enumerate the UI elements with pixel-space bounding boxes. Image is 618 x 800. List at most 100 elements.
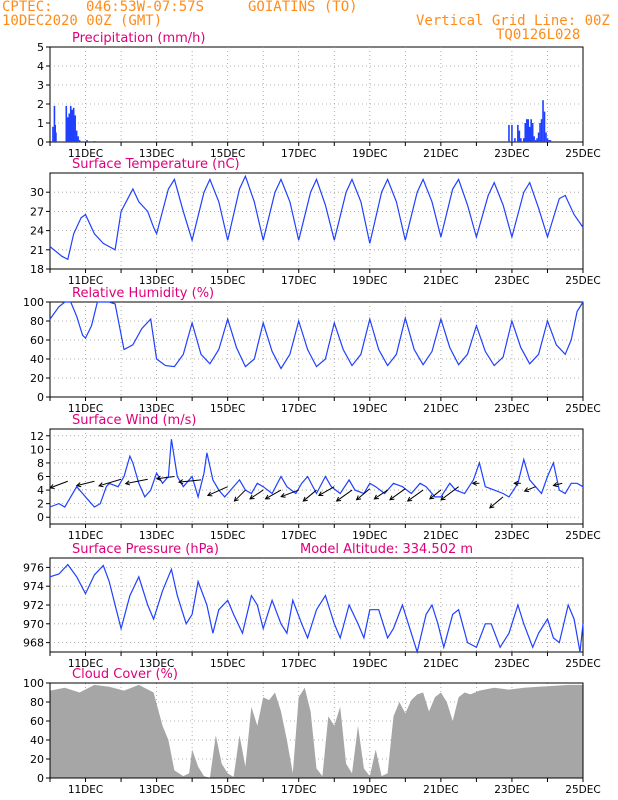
x-tick-label: 23DEC xyxy=(494,275,529,287)
precip-bar xyxy=(522,138,525,142)
y-tick-label: 0 xyxy=(37,391,44,404)
y-tick-label: 10 xyxy=(30,443,44,456)
y-tick-label: 976 xyxy=(23,561,44,574)
y-tick-label: 3 xyxy=(37,79,44,92)
wind-arrow xyxy=(302,489,317,502)
precip-bar xyxy=(508,124,510,142)
x-tick-label: 25DEC xyxy=(565,530,600,542)
panel-title: Cloud Cover (%) xyxy=(72,667,178,682)
x-tick-label: 25DEC xyxy=(565,658,600,670)
y-tick-label: 30 xyxy=(30,186,44,199)
precip-bar xyxy=(543,111,546,142)
x-tick-label: 17DEC xyxy=(281,275,316,287)
series-line xyxy=(49,439,584,508)
precip-bar xyxy=(69,105,72,142)
precip-bar xyxy=(527,119,530,142)
y-tick-label: 18 xyxy=(30,263,44,276)
wind-arrow xyxy=(125,478,148,485)
x-tick-label: 25DEC xyxy=(565,403,600,415)
header: CPTEC: 046:53W-07:57S GOIATINS (TO) 10DE… xyxy=(0,0,618,46)
x-tick-label: 23DEC xyxy=(494,784,529,796)
series-line xyxy=(49,174,584,261)
wind-arrow-head xyxy=(355,495,362,501)
x-tick-label: 11DEC xyxy=(68,658,103,670)
x-tick-label: 21DEC xyxy=(423,148,458,160)
y-tick-label: 0 xyxy=(37,511,44,524)
precip-bar xyxy=(525,119,528,142)
precip-bar xyxy=(71,109,74,142)
x-tick-label: 15DEC xyxy=(210,148,245,160)
wind-arrow xyxy=(429,489,442,500)
wind-arrow-head xyxy=(429,494,435,500)
y-tick-label: 0 xyxy=(37,136,44,149)
grid-note-label: Vertical Grid Line: 00Z xyxy=(416,13,610,29)
precip-bar xyxy=(78,140,81,142)
x-tick-label: 19DEC xyxy=(352,530,387,542)
wind-arrow-head xyxy=(317,491,324,496)
precip-bar xyxy=(86,140,88,142)
wind-arrow-head xyxy=(98,482,104,488)
wind-arrow-head xyxy=(177,479,184,485)
panel-title: Relative Humidity (%) xyxy=(72,286,214,301)
x-tick-label: 23DEC xyxy=(494,148,529,160)
x-tick-label: 15DEC xyxy=(210,403,245,415)
precip-bar xyxy=(65,105,68,142)
y-tick-label: 20 xyxy=(30,372,44,385)
wind-arrow-head xyxy=(49,484,55,489)
y-tick-label: 968 xyxy=(23,637,44,650)
x-tick-label: 21DEC xyxy=(423,275,458,287)
wind-arrow-head xyxy=(249,494,255,500)
precip-bar xyxy=(539,123,541,142)
wind-arrow xyxy=(489,496,504,509)
x-tick-label: 15DEC xyxy=(210,784,245,796)
x-tick-label: 17DEC xyxy=(281,530,316,542)
precip-bar xyxy=(511,124,513,142)
precip-bar xyxy=(528,126,531,142)
wind-arrow-head xyxy=(373,494,379,500)
y-tick-label: 100 xyxy=(23,677,44,690)
wind-arrow-head xyxy=(155,475,162,481)
wind-arrow-head xyxy=(302,496,308,502)
model-code-label: TQ0126L028 xyxy=(496,27,581,43)
plot-frame xyxy=(49,428,584,525)
x-tick-label: 25DEC xyxy=(565,784,600,796)
panel-title: Surface Temperature (nC) xyxy=(72,157,240,172)
precip-bar xyxy=(530,119,532,142)
x-tick-label: 21DEC xyxy=(423,530,458,542)
wind-arrow xyxy=(265,489,282,500)
precip-bar xyxy=(546,138,549,142)
precip-bar xyxy=(540,119,543,142)
precip-bar xyxy=(537,132,540,142)
y-tick-label: 1 xyxy=(37,117,44,130)
precip-bar xyxy=(542,100,544,142)
x-tick-label: 17DEC xyxy=(281,658,316,670)
plot-frame xyxy=(49,557,584,653)
x-tick-label: 17DEC xyxy=(281,148,316,160)
precip-bar xyxy=(520,138,522,142)
wind-arrow-head xyxy=(513,480,519,486)
panel-title: Surface Wind (m/s) xyxy=(72,413,196,428)
wind-arrow xyxy=(407,489,424,502)
precip-bar xyxy=(75,130,78,142)
y-tick-label: 60 xyxy=(30,715,44,728)
x-tick-label: 19DEC xyxy=(352,403,387,415)
x-tick-label: 11DEC xyxy=(68,148,103,160)
wind-arrow-head xyxy=(335,496,342,502)
precip-bar xyxy=(549,140,552,142)
x-tick-label: 21DEC xyxy=(423,658,458,670)
panel-title: Surface Pressure (hPa) xyxy=(72,542,219,557)
location-label: GOIATINS (TO) xyxy=(248,0,358,15)
plot-frame xyxy=(49,46,584,143)
x-tick-label: 17DEC xyxy=(281,403,316,415)
wind-arrow xyxy=(318,486,335,496)
wind-arrow-head xyxy=(523,487,530,493)
precip-bar xyxy=(52,126,54,142)
y-tick-label: 4 xyxy=(37,484,44,497)
wind-arrow xyxy=(98,478,122,487)
precip-bar xyxy=(55,132,57,142)
wind-arrow-head xyxy=(389,495,395,501)
precip-bar xyxy=(533,136,535,142)
x-tick-label: 25DEC xyxy=(565,275,600,287)
